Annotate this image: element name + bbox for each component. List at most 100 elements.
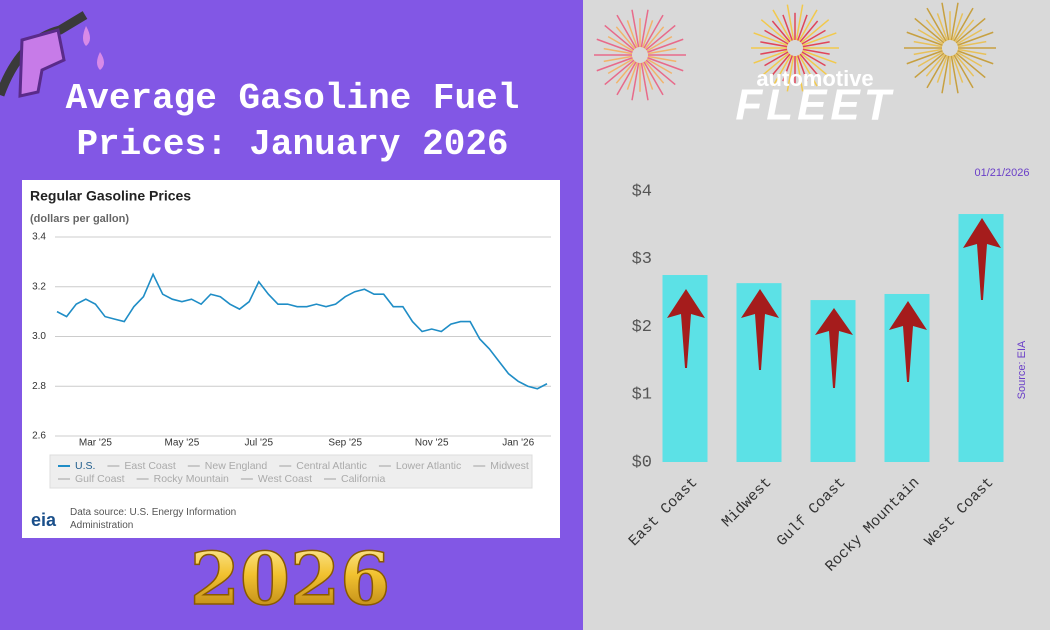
firework-ray bbox=[786, 4, 795, 41]
firework-ray bbox=[801, 29, 826, 45]
up-arrow bbox=[889, 301, 927, 382]
firework-ray bbox=[950, 55, 959, 94]
x-tick-label: Sep '25 bbox=[328, 438, 362, 449]
firework-ray bbox=[782, 14, 793, 41]
firework-ray bbox=[802, 50, 837, 64]
firework-ray bbox=[764, 51, 789, 67]
firework-ray bbox=[644, 60, 665, 84]
firework-ray bbox=[941, 55, 950, 94]
firework-ray bbox=[642, 62, 654, 90]
firework-ray bbox=[631, 62, 640, 101]
firework-ray bbox=[760, 52, 790, 77]
firework-ray bbox=[786, 55, 795, 92]
up-arrow bbox=[667, 289, 705, 368]
firework-ray bbox=[926, 54, 947, 89]
firework-ray bbox=[953, 7, 974, 42]
y-tick-label: $1 bbox=[632, 386, 652, 405]
firework-ray bbox=[604, 24, 635, 51]
y-tick-label: 3.0 bbox=[32, 331, 46, 342]
firework-ray bbox=[925, 19, 946, 43]
firework-ray bbox=[645, 24, 676, 51]
firework-ray bbox=[954, 53, 975, 77]
firework-ray bbox=[646, 58, 673, 75]
y-tick-label: $3 bbox=[632, 250, 652, 269]
legend-label: East Coast bbox=[124, 460, 175, 472]
firework-ray bbox=[771, 20, 791, 43]
firework-ray bbox=[753, 50, 788, 64]
chart-date: 01/21/2026 bbox=[974, 167, 1029, 179]
firework-ray bbox=[603, 47, 633, 55]
firework-ray bbox=[936, 13, 948, 41]
firework-ray bbox=[913, 48, 943, 56]
legend-label: California bbox=[341, 473, 386, 485]
firework-ray bbox=[603, 55, 633, 63]
y-tick-label: 2.8 bbox=[32, 381, 46, 392]
x-tick-label: May '25 bbox=[165, 438, 200, 449]
firework-ray bbox=[772, 9, 792, 42]
legend-box bbox=[49, 454, 533, 489]
firework-ray bbox=[957, 50, 994, 65]
x-tick-label: Jan '26 bbox=[502, 438, 534, 449]
year-badge: 2026 bbox=[190, 536, 390, 621]
firework-ray bbox=[797, 55, 808, 82]
firework-ray bbox=[631, 9, 640, 48]
chart-title: Regular Gasoline Prices bbox=[30, 188, 191, 204]
y-tick-label: $4 bbox=[632, 182, 652, 201]
firework-ray bbox=[925, 53, 946, 77]
legend-label: New England bbox=[205, 460, 268, 472]
firework-ray bbox=[771, 53, 791, 76]
eia-logo: eia bbox=[31, 510, 57, 530]
firework-ray bbox=[647, 47, 677, 55]
fuel-icon bbox=[0, 11, 104, 98]
firework-ray bbox=[917, 51, 944, 68]
firework-ray bbox=[760, 48, 788, 55]
firework-ray bbox=[906, 31, 943, 46]
firework-ray bbox=[956, 28, 983, 45]
firework-ray bbox=[647, 57, 684, 72]
firework-ray bbox=[596, 38, 633, 53]
firework-ray bbox=[645, 59, 676, 86]
y-tick-label: 3.4 bbox=[32, 232, 46, 243]
y-tick-label: $2 bbox=[632, 318, 652, 337]
firework-ray bbox=[795, 4, 804, 41]
firework-ray bbox=[615, 26, 636, 50]
firework-ray bbox=[647, 38, 684, 53]
page-title: Average Gasoline Fuel Prices: January 20… bbox=[65, 78, 520, 165]
firework-ray bbox=[798, 9, 818, 42]
firework-ray bbox=[914, 52, 945, 79]
firework-ray bbox=[643, 61, 664, 96]
logo-top: automotive bbox=[756, 66, 873, 91]
legend-label: West Coast bbox=[258, 473, 312, 485]
firework-ray bbox=[955, 17, 986, 44]
y-tick-label: 3.2 bbox=[32, 281, 46, 292]
firework-ray bbox=[954, 19, 975, 43]
firework-ray bbox=[957, 48, 987, 56]
legend-label: Midwest bbox=[490, 460, 529, 472]
firework-ray bbox=[798, 54, 818, 87]
up-arrow bbox=[815, 308, 853, 388]
firework-ray bbox=[596, 57, 633, 72]
x-tick-label: Nov '25 bbox=[415, 438, 449, 449]
firework-ray bbox=[941, 2, 950, 41]
firework-ray bbox=[644, 26, 665, 50]
firework-ray bbox=[626, 20, 638, 48]
firework-ray bbox=[797, 14, 808, 41]
fireworks bbox=[594, 2, 996, 101]
firework-ray bbox=[953, 54, 974, 89]
firework-ray bbox=[607, 35, 634, 52]
firework-ray bbox=[795, 55, 804, 92]
data-source: Data source: U.S. Energy Information Adm… bbox=[70, 507, 237, 531]
firework-ray bbox=[802, 32, 837, 46]
firework-ray bbox=[616, 61, 637, 96]
firework-ray bbox=[952, 55, 964, 83]
line-series bbox=[56, 272, 548, 390]
firework-ray bbox=[626, 62, 638, 90]
firework-ray bbox=[607, 58, 634, 75]
firework-ray bbox=[801, 51, 826, 67]
firework-ray bbox=[640, 62, 649, 101]
firework-ray bbox=[615, 60, 636, 84]
firework-ray bbox=[640, 9, 649, 48]
chart-source: Source: EIA bbox=[1016, 340, 1028, 399]
firework-ray bbox=[906, 50, 943, 65]
